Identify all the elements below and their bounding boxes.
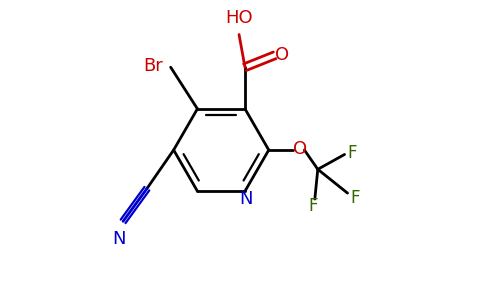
Text: O: O (275, 46, 289, 64)
Text: F: F (350, 189, 360, 207)
Text: HO: HO (225, 9, 253, 27)
Text: O: O (293, 140, 307, 158)
Text: F: F (347, 144, 357, 162)
Text: Br: Br (143, 57, 163, 75)
Text: N: N (240, 190, 253, 208)
Text: F: F (309, 197, 318, 215)
Text: N: N (112, 230, 125, 248)
